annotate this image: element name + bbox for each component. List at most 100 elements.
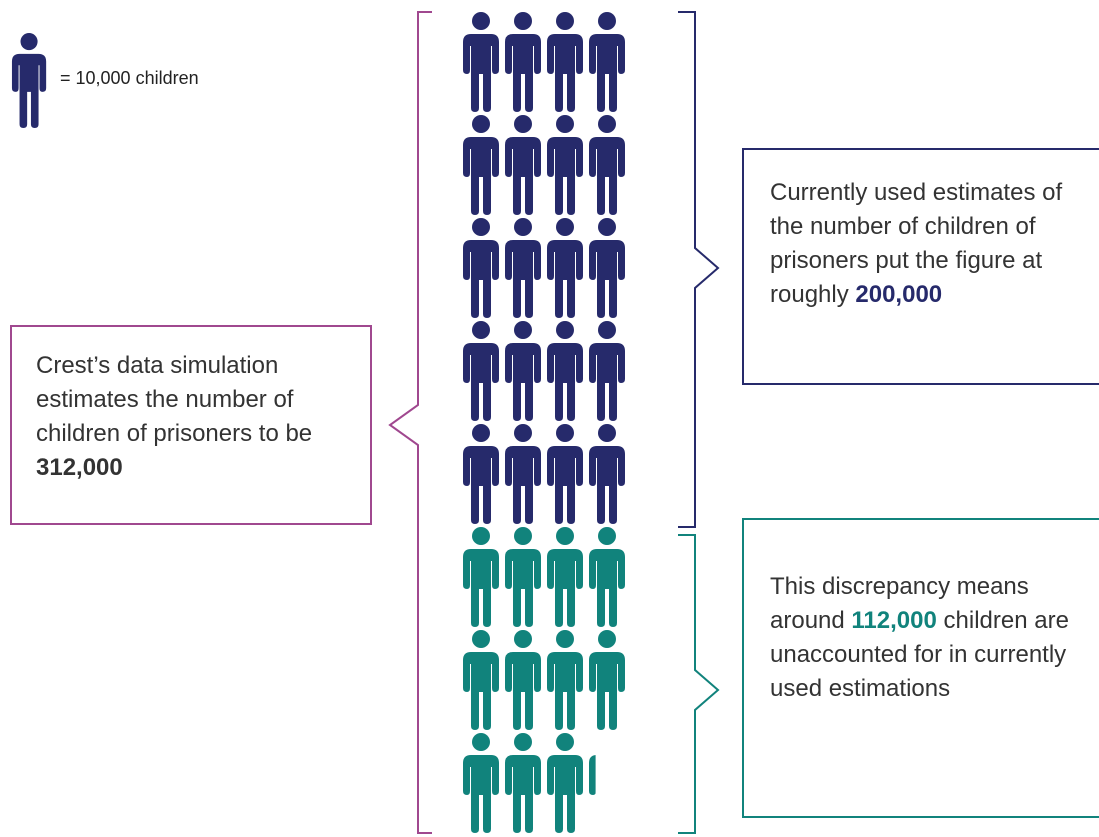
person-head	[556, 12, 574, 30]
person-head	[472, 527, 490, 545]
note-emphasis: 200,000	[855, 281, 943, 308]
person-head	[472, 321, 490, 339]
person-body	[505, 34, 541, 112]
person-icon	[505, 115, 541, 215]
icon-group	[463, 12, 625, 524]
person-head	[514, 218, 532, 236]
person-body	[505, 549, 541, 627]
icon-group	[463, 527, 625, 833]
person-body	[547, 240, 583, 318]
person-body	[505, 652, 541, 730]
person-icon	[463, 115, 499, 215]
person-head	[514, 527, 532, 545]
person-head	[514, 733, 532, 751]
person-icon	[589, 12, 625, 112]
legend-label: = 10,000 children	[60, 68, 199, 88]
person-icon	[547, 115, 583, 215]
person-body	[463, 240, 499, 318]
person-icon	[463, 321, 499, 421]
person-head	[556, 630, 574, 648]
note-text: children are unaccounted for in currentl…	[770, 607, 1069, 702]
person-icon	[589, 733, 616, 795]
person-icon	[589, 218, 625, 318]
person-icon	[547, 527, 583, 627]
note-emphasis: 112,000	[851, 607, 937, 634]
person-head	[472, 424, 490, 442]
person-body	[463, 652, 499, 730]
person-icon	[547, 630, 583, 730]
total-note: Crest’s data simulation estimates the nu…	[10, 325, 372, 525]
person-head	[514, 115, 532, 133]
person-icon	[463, 424, 499, 524]
person-icon	[505, 424, 541, 524]
person-icon	[463, 527, 499, 627]
person-body	[463, 549, 499, 627]
person-head	[598, 115, 616, 133]
person-head	[514, 630, 532, 648]
person-head	[556, 115, 574, 133]
person-icon	[463, 12, 499, 112]
person-head	[472, 630, 490, 648]
person-head	[556, 218, 574, 236]
person-body	[589, 652, 625, 730]
person-icon	[505, 218, 541, 318]
person-icon	[505, 630, 541, 730]
person-head	[598, 424, 616, 442]
person-body	[547, 549, 583, 627]
note-emphasis: 312,000	[36, 454, 123, 481]
person-icon	[589, 424, 625, 524]
person-body	[11, 53, 47, 128]
person-body	[547, 755, 583, 833]
person-body	[589, 343, 625, 421]
person-body	[463, 137, 499, 215]
note-text: Crest’s data simulation estimates the nu…	[36, 352, 313, 447]
note-text: Currently used estimates of the number o…	[770, 179, 1063, 308]
bracket	[678, 534, 720, 834]
person-body	[589, 34, 625, 112]
person-body	[505, 755, 541, 833]
person-head	[598, 12, 616, 30]
person-body	[547, 446, 583, 524]
person-body	[589, 137, 625, 215]
person-icon	[505, 12, 541, 112]
person-body	[589, 240, 625, 318]
person-icon	[547, 733, 583, 833]
person-body	[463, 755, 499, 833]
person-head	[598, 733, 616, 751]
person-head	[472, 733, 490, 751]
person-head	[598, 321, 616, 339]
person-icon	[463, 733, 499, 833]
person-icon	[547, 424, 583, 524]
person-body	[505, 343, 541, 421]
person-body	[589, 755, 596, 795]
person-icon	[547, 218, 583, 318]
person-icon	[505, 321, 541, 421]
person-head	[514, 321, 532, 339]
person-icon	[589, 630, 625, 730]
person-body	[547, 34, 583, 112]
person-head	[556, 424, 574, 442]
person-icon	[11, 33, 47, 128]
person-body	[505, 137, 541, 215]
person-head	[472, 218, 490, 236]
person-body	[547, 137, 583, 215]
person-body	[463, 343, 499, 421]
person-icon	[547, 12, 583, 112]
person-icon	[589, 115, 625, 215]
person-head	[598, 630, 616, 648]
person-body	[463, 446, 499, 524]
gap-note: This discrepancy means around 112,000 ch…	[742, 518, 1099, 818]
person-head	[556, 321, 574, 339]
person-icon	[547, 321, 583, 421]
person-head	[598, 527, 616, 545]
person-icon	[463, 630, 499, 730]
bracket	[678, 11, 720, 528]
person-icon	[589, 527, 625, 627]
person-head	[472, 12, 490, 30]
person-body	[589, 549, 625, 627]
person-body	[505, 240, 541, 318]
person-head	[472, 115, 490, 133]
person-body	[463, 34, 499, 112]
